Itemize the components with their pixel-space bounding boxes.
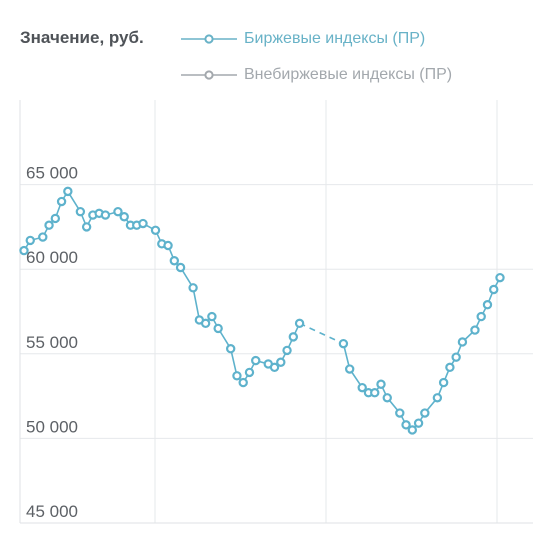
y-tick-label: 50 000 [26, 417, 78, 436]
legend-line-marker-icon [181, 70, 237, 80]
data-point [207, 311, 217, 322]
data-point [244, 367, 255, 378]
data-point [357, 382, 367, 393]
data-point [150, 225, 161, 235]
data-point [63, 186, 73, 197]
data-point [25, 235, 35, 246]
data-point [81, 222, 92, 232]
data-point [294, 318, 305, 329]
data-point [288, 332, 299, 342]
data-point [232, 371, 242, 381]
y-tick-label: 60 000 [26, 248, 78, 267]
data-point [495, 272, 505, 283]
data-point [470, 325, 480, 335]
data-point [56, 196, 67, 207]
data-point [100, 210, 111, 220]
data-point [382, 393, 392, 403]
data-point [482, 300, 493, 310]
data-point [370, 388, 380, 398]
legend-item-otc-indices[interactable]: Внебиржевые индексы (ПР) [181, 66, 452, 84]
data-point [432, 393, 443, 403]
data-point [50, 213, 61, 224]
data-point [269, 362, 280, 373]
data-point [163, 240, 173, 251]
y-tick-label: 45 000 [26, 502, 78, 521]
data-point [38, 232, 48, 242]
y-tick-label: 55 000 [26, 333, 78, 352]
data-point [376, 379, 386, 389]
data-point [19, 245, 29, 256]
data-point [138, 218, 148, 229]
data-point [238, 377, 248, 388]
data-point [401, 420, 411, 430]
data-point [200, 318, 211, 329]
data-point [445, 362, 455, 373]
y-axis-label: Значение, руб. [20, 28, 144, 47]
data-point [395, 408, 405, 418]
data-point [457, 337, 468, 347]
legend-label: Биржевые индексы (ПР) [244, 30, 426, 47]
data-point [213, 323, 223, 334]
data-point [407, 425, 418, 435]
data-point [438, 377, 449, 388]
data-point [489, 284, 499, 295]
data-point [175, 262, 186, 273]
data-point [188, 283, 198, 293]
data-point [282, 345, 292, 356]
data-point [420, 408, 430, 418]
series-gap-dashed-line [299, 322, 344, 345]
y-tick-label: 65 000 [26, 164, 78, 183]
data-point [225, 344, 236, 354]
data-point [119, 212, 129, 222]
data-point [276, 357, 286, 367]
data-point [75, 206, 86, 217]
data-point [169, 256, 180, 266]
legend-item-exchange-indices[interactable]: Биржевые индексы (ПР) [181, 30, 425, 48]
data-point [44, 220, 54, 230]
data-point [251, 355, 261, 366]
data-point [344, 364, 355, 374]
data-point [338, 338, 349, 349]
data-point [476, 311, 486, 322]
data-point [113, 206, 123, 217]
data-point [413, 418, 424, 428]
data-point [451, 352, 461, 362]
legend-label: Внебиржевые индексы (ПР) [244, 66, 453, 83]
legend-line-marker-icon [181, 34, 237, 44]
